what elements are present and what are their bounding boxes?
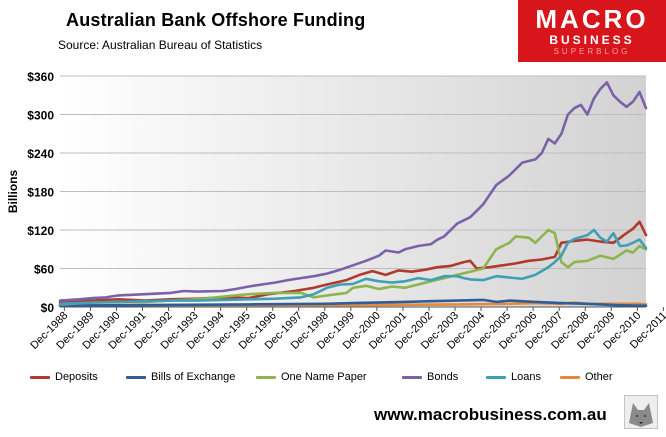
y-axis-label: Billions bbox=[6, 170, 20, 214]
logo-line-2: BUSINESS bbox=[549, 33, 635, 47]
series-line-deposits bbox=[58, 220, 648, 304]
legend-item: One Name Paper bbox=[256, 371, 367, 383]
series-line-loans bbox=[58, 228, 648, 306]
y-tick-label: $0 bbox=[41, 301, 55, 315]
legend-label: Other bbox=[585, 371, 613, 383]
y-tick-label: $240 bbox=[27, 147, 54, 161]
y-tick-label: $60 bbox=[34, 263, 54, 277]
series-line-one-name-paper bbox=[58, 228, 648, 306]
legend-item: Bonds bbox=[402, 371, 458, 383]
series-line-bonds bbox=[58, 81, 648, 302]
legend-item: Other bbox=[560, 371, 613, 383]
source-note: Source: Australian Bureau of Statistics bbox=[58, 38, 263, 52]
legend-swatch bbox=[402, 375, 422, 379]
legend-label: Deposits bbox=[55, 371, 98, 383]
logo-line-3: SUPERBLOG bbox=[553, 47, 631, 56]
legend-label: Bonds bbox=[427, 371, 459, 383]
wolf-logo-icon bbox=[624, 395, 658, 429]
y-tick-label: $300 bbox=[27, 109, 54, 123]
macro-business-logo[interactable]: MACRO BUSINESS SUPERBLOG bbox=[518, 0, 666, 62]
chart-legend: Deposits Bills of Exchange One Name Paper B… bbox=[30, 371, 650, 387]
legend-swatch bbox=[560, 375, 580, 379]
legend-swatch bbox=[126, 375, 146, 379]
logo-line-1: MACRO bbox=[535, 4, 649, 34]
legend-swatch bbox=[256, 375, 276, 379]
legend-label: Bills of Exchange bbox=[151, 371, 236, 383]
legend-label: Loans bbox=[511, 371, 541, 383]
y-tick-label: $360 bbox=[27, 70, 54, 84]
legend-swatch bbox=[486, 375, 506, 379]
series-line-bills-of-exchange bbox=[58, 298, 648, 307]
legend-item: Bills of Exchange bbox=[126, 371, 235, 383]
site-url[interactable]: www.macrobusiness.com.au bbox=[374, 405, 607, 424]
legend-item: Deposits bbox=[30, 371, 98, 383]
page-title: Australian Bank Offshore Funding bbox=[66, 10, 366, 30]
y-tick-label: $180 bbox=[27, 186, 54, 200]
legend-swatch bbox=[30, 375, 50, 379]
legend-label: One Name Paper bbox=[281, 371, 367, 383]
legend-item: Loans bbox=[486, 371, 541, 383]
y-tick-label: $120 bbox=[27, 224, 54, 238]
